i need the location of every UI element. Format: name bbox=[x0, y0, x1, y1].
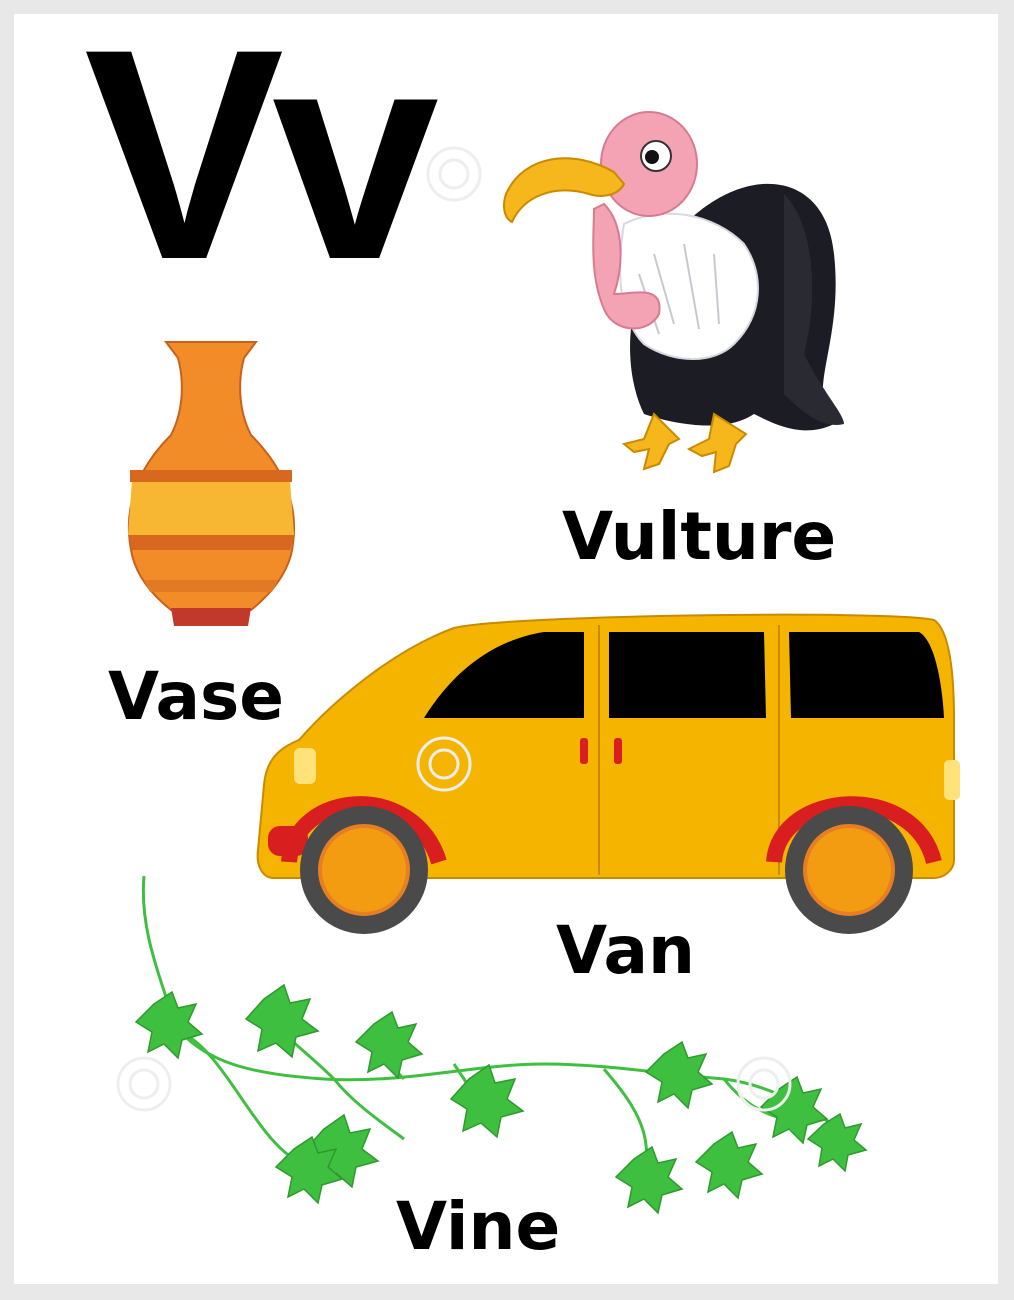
alphabet-card: Vv Vulture Vase bbox=[14, 4, 998, 1284]
letter-heading: Vv bbox=[84, 0, 439, 322]
watermark-spiral-icon bbox=[426, 146, 482, 202]
watermark-spiral-icon bbox=[736, 1056, 792, 1112]
watermark-spiral-icon bbox=[416, 736, 472, 792]
vine-illustration bbox=[134, 875, 868, 1215]
vase-illustration bbox=[127, 341, 295, 626]
vulture-illustration bbox=[503, 111, 844, 474]
van-label: Van bbox=[556, 912, 695, 989]
vulture-label: Vulture bbox=[562, 498, 837, 575]
watermark-spiral-icon bbox=[116, 1056, 172, 1112]
van-illustration bbox=[256, 613, 960, 934]
vine-label: Vine bbox=[396, 1188, 561, 1265]
vase-label: Vase bbox=[108, 658, 285, 735]
